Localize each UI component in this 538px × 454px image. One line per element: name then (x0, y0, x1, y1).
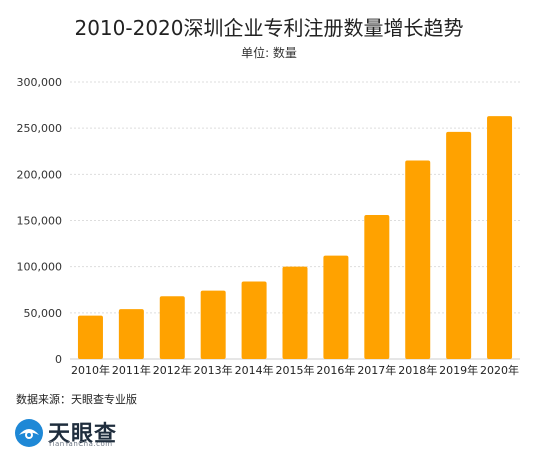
bar (159, 296, 185, 359)
eye-logo-icon (15, 419, 43, 447)
data-source-note: 数据来源：天眼查专业版 (16, 393, 137, 406)
x-tick-label: 2017年 (357, 363, 396, 377)
x-tick-label: 2012年 (153, 363, 192, 377)
logo-name: 天眼查 (48, 422, 118, 447)
chart-subtitle: 单位: 数量 (241, 46, 297, 60)
y-tick-label: 50,000 (24, 307, 63, 320)
x-tick-label: 2020年 (480, 363, 519, 377)
y-tick-label: 150,000 (17, 215, 63, 228)
bar (200, 290, 226, 359)
tianyancha-logo: 天眼查 TianYanCha.com (14, 416, 154, 450)
y-tick-label: 250,000 (17, 122, 63, 135)
x-tick-label: 2010年 (71, 363, 110, 377)
y-tick-label: 200,000 (17, 168, 63, 181)
bar (77, 315, 103, 359)
y-tick-label: 300,000 (17, 76, 63, 89)
bar (364, 214, 390, 359)
x-tick-label: 2018年 (398, 363, 437, 377)
x-tick-label: 2016年 (316, 363, 355, 377)
x-tick-label: 2015年 (276, 363, 315, 377)
bar-chart: 0 50,000 100,000 150,000 200,000 250,000 300,0… (17, 76, 520, 377)
bar (282, 266, 308, 359)
bar (487, 116, 513, 359)
logo-url: TianYanCha.com (48, 440, 113, 448)
bar (405, 160, 431, 359)
x-tick-label: 2014年 (235, 363, 274, 377)
x-tick-label: 2011年 (112, 363, 151, 377)
bar (118, 309, 144, 359)
x-tick-label: 2013年 (194, 363, 233, 377)
bar (446, 131, 472, 359)
y-tick-label: 0 (55, 353, 62, 366)
x-tick-label: 2019年 (439, 363, 478, 377)
bar (323, 255, 349, 359)
chart-title: 2010-2020深圳企业专利注册数量增长趋势 (74, 16, 464, 40)
y-tick-label: 100,000 (17, 261, 63, 274)
bar (241, 281, 267, 359)
